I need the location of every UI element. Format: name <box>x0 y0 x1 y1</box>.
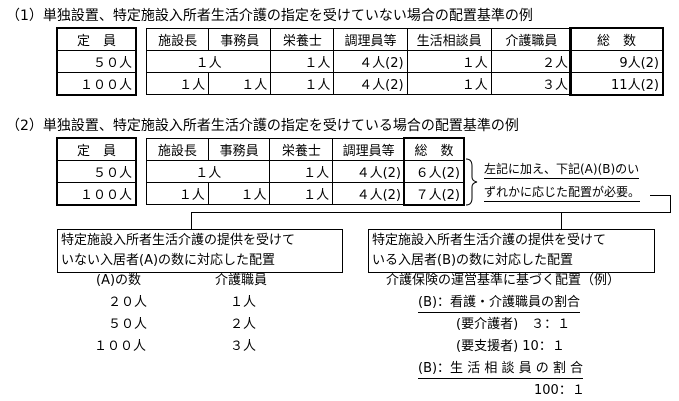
header-cell: 調理員等 <box>332 138 405 161</box>
option-b-line1: 特定施設入所者生活介護の提供を受けて <box>372 233 607 248</box>
capacity-header: 定 員 <box>57 138 136 161</box>
section2-title: （2）単独設置、特定施設入所者生活介護の指定を受けている場合の配置基準の例 <box>6 118 519 134</box>
header-cell: 生活相談員 <box>406 28 492 51</box>
b-ratio2-title: (B)：生 活 相 談 員 の 割 合 <box>418 360 583 379</box>
header-cell: 事務員 <box>208 28 272 51</box>
capacity-cell: ５０人 <box>57 50 136 73</box>
header-cell: 介護職員 <box>490 28 573 51</box>
merged-cell: １人 <box>145 160 271 183</box>
option-b-line2: いる入居者(B)の数に対応した配置 <box>372 253 574 268</box>
section1-title: （1）単独設置、特定施設入所者生活介護の指定を受けていない場合の配置基準の例 <box>6 8 533 24</box>
capacity-cell: ５０人 <box>57 160 136 183</box>
cell: ３人 <box>490 72 573 95</box>
total-header: 総 数 <box>404 138 464 161</box>
cell: ４人(2) <box>332 160 405 183</box>
s1-capacity-table: 定 員 ５０人 １００人 <box>56 27 137 96</box>
header-cell: 施設長 <box>145 28 210 51</box>
b-ratio1-b: (要支援者) 10：１ <box>456 339 565 354</box>
connector <box>561 212 562 229</box>
header-cell: 調理員等 <box>333 28 408 51</box>
b-ratio2-value: 100：１ <box>534 383 585 398</box>
option-a-line2: いない入居者(A)の数に対応した配置 <box>61 253 276 268</box>
header-cell: 施設長 <box>146 138 209 161</box>
capacity-cell: １００人 <box>57 182 136 205</box>
header-cell: 事務員 <box>207 138 271 161</box>
a-staff: １人 <box>230 295 257 310</box>
total-cell: ６人(2) <box>404 160 464 183</box>
b-ratio1-a: (要介護者) ３：１ <box>456 317 571 332</box>
a-count: １００人 <box>94 339 147 354</box>
total-header: 総 数 <box>570 28 663 51</box>
cell: １人 <box>406 72 492 95</box>
s2-total-table: 総 数 ６人(2) ７人(2) <box>403 137 465 206</box>
connector <box>670 195 671 213</box>
cell: ４人(2) <box>333 50 408 73</box>
capacity-header: 定 員 <box>57 28 136 51</box>
a-staff: ３人 <box>230 339 257 354</box>
b-ratio1-title: (B)：看護・介護職員の割合 <box>418 294 581 313</box>
a-col2-header: 介護職員 <box>215 273 268 288</box>
header-cell: 栄養士 <box>269 138 334 161</box>
total-cell: 9人(2) <box>570 50 663 73</box>
option-b-box: 特定施設入所者生活介護の提供を受けて いる入居者(B)の数に対応した配置 <box>368 229 655 273</box>
option-a-box: 特定施設入所者生活介護の提供を受けて いない入居者(A)の数に対応した配置 <box>57 229 343 273</box>
a-count: ２０人 <box>108 295 148 310</box>
cell: １人 <box>406 50 492 73</box>
s1-staff-table: 施設長 事務員 栄養士 調理員等 生活相談員 介護職員 １人 １人 ４人(2) … <box>145 28 573 95</box>
cell: １人 <box>270 72 335 95</box>
s2-staff-table: 施設長 事務員 栄養士 調理員等 １人 １人 ４人(2) １人 １人 １人 ４人… <box>145 138 405 205</box>
cell: １人 <box>208 72 272 95</box>
merged-cell: １人 <box>145 50 272 73</box>
note-line2: ずれかに応じた配置が必要。 <box>484 183 641 202</box>
note-line1: 左記に加え、下記(A)(B)のい <box>484 160 640 179</box>
total-cell: ７人(2) <box>404 182 464 205</box>
cell: ２人 <box>490 50 573 73</box>
a-col1-header: (A)の数 <box>96 273 142 288</box>
capacity-cell: １００人 <box>57 72 136 95</box>
b-heading: 介護保険の運営基準に基づく配置（例） <box>386 273 621 288</box>
header-cell: 栄養士 <box>270 28 335 51</box>
cell: ４人(2) <box>332 182 405 205</box>
cell: １人 <box>146 182 209 205</box>
cell: １人 <box>145 72 210 95</box>
connector <box>191 212 192 229</box>
s2-capacity-table: 定 員 ５０人 １００人 <box>56 137 137 206</box>
total-cell: 11人(2) <box>570 72 663 95</box>
s1-total-table: 総 数 9人(2) 11人(2) <box>569 27 664 96</box>
connector <box>650 195 670 196</box>
a-staff: ２人 <box>230 317 257 332</box>
cell: ４人(2) <box>333 72 408 95</box>
brace-icon <box>465 158 478 206</box>
a-count: ５０人 <box>108 317 148 332</box>
cell: １人 <box>269 160 334 183</box>
connector <box>191 212 671 213</box>
cell: １人 <box>269 182 334 205</box>
cell: １人 <box>270 50 335 73</box>
option-a-line1: 特定施設入所者生活介護の提供を受けて <box>61 233 296 248</box>
cell: １人 <box>207 182 271 205</box>
